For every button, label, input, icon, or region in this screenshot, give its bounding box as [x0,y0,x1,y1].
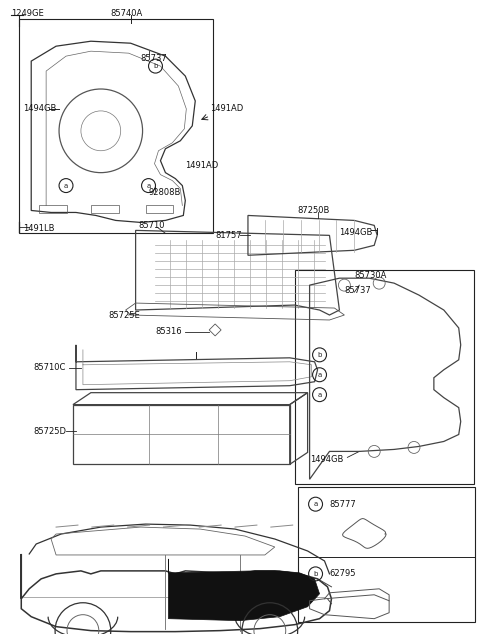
Text: 1494GB: 1494GB [23,104,57,114]
Text: a: a [317,392,322,398]
FancyBboxPatch shape [19,19,213,234]
Text: a: a [64,183,68,189]
Text: 85740A: 85740A [111,9,143,18]
Text: 1491AD: 1491AD [210,104,243,114]
Text: 85730A: 85730A [354,271,387,279]
Text: 85737: 85737 [344,286,371,295]
Text: 62795: 62795 [329,570,356,578]
Text: 85710: 85710 [139,221,165,230]
Text: 85316: 85316 [156,328,182,337]
Text: 85710C: 85710C [33,363,66,372]
Text: a: a [317,371,322,378]
Text: 87250B: 87250B [298,206,330,215]
Bar [145,206,173,213]
Text: 1494GB: 1494GB [339,228,373,237]
Text: 92808B: 92808B [148,188,181,197]
Text: a: a [146,183,151,189]
FancyBboxPatch shape [298,487,475,622]
Text: 1494GB: 1494GB [310,455,343,464]
Text: b: b [313,571,318,577]
FancyBboxPatch shape [295,271,474,485]
Text: 85737: 85737 [141,53,168,63]
Text: a: a [313,501,318,507]
Text: 85777: 85777 [329,500,356,509]
Text: 1249GE: 1249GE [12,9,44,18]
Text: 85725D: 85725D [33,427,66,436]
Text: b: b [153,63,157,69]
Text: 1491LB: 1491LB [23,224,55,233]
Text: 85725E: 85725E [109,311,141,319]
Bar [39,206,67,213]
Text: 81757: 81757 [215,231,242,240]
Bar [91,206,119,213]
Polygon shape [168,559,320,620]
Text: 1491AD: 1491AD [185,161,218,170]
Text: b: b [317,352,322,358]
